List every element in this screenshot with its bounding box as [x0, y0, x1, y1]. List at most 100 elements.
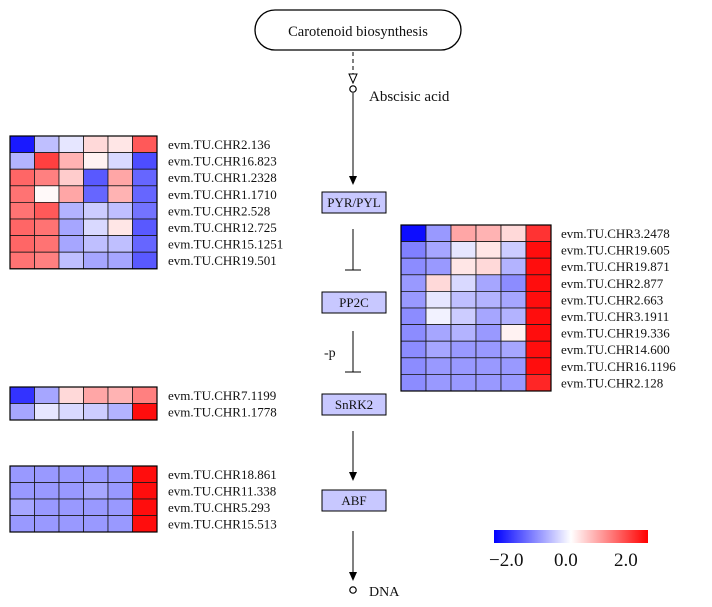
heatmap-cell [475, 224, 502, 243]
heatmap-cell [9, 403, 35, 421]
pyr-pyl-node [321, 191, 387, 214]
heatmap-cell [107, 465, 133, 483]
heatmap-cell [83, 235, 109, 253]
heatmap-cell [83, 152, 109, 170]
gene-label: evm.TU.CHR15.513 [168, 517, 277, 532]
heatmap-cell [475, 290, 502, 309]
heatmap-cell [9, 168, 35, 187]
heatmap-cell [400, 357, 427, 375]
heatmap-snrk2: evm.TU.CHR7.1199 evm.TU.CHR1.1778 [9, 386, 277, 421]
heatmap-cell [475, 340, 502, 359]
heatmap-cell [400, 340, 427, 359]
dna-label: DNA [369, 585, 400, 600]
heatmap-pp2c: evm.TU.CHR3.2478evm.TU.CHR19.605evm.TU.C… [400, 224, 676, 392]
heatmap-cell [525, 307, 552, 326]
heatmap-cell [132, 498, 158, 516]
heatmap-cell [83, 498, 109, 516]
heatmap-cell [500, 224, 527, 243]
heatmap-cell [83, 201, 109, 220]
heatmap-cell [475, 357, 502, 375]
gene-label: evm.TU.CHR2.136 [168, 137, 271, 152]
heatmap-cell [400, 274, 427, 292]
heatmap-border [400, 224, 552, 392]
pp2c-label: PP2C [339, 295, 369, 310]
open-arrowhead-icon [348, 73, 358, 85]
heatmap-cell [34, 482, 60, 500]
gene-label: evm.TU.CHR15.1251 [168, 237, 283, 252]
abf-label: ABF [341, 493, 366, 508]
heatmap-cell [450, 324, 477, 342]
heatmap-cell [450, 224, 477, 243]
heatmap-cell [58, 168, 84, 187]
heatmap-cell [425, 340, 452, 359]
heatmap-border [9, 386, 158, 421]
heatmap-cell [400, 257, 427, 276]
heatmap-cell [34, 251, 60, 270]
heatmap-cell [400, 224, 427, 243]
heatmap-cell [500, 307, 527, 326]
heatmap-cell [9, 152, 35, 170]
heatmap-cell [9, 135, 35, 154]
heatmap-cell [58, 218, 84, 237]
abscisic-acid-label: Abscisic acid [369, 89, 450, 105]
heatmap-cell [525, 324, 552, 342]
heatmap-cell [107, 201, 133, 220]
heatmap-cell [107, 218, 133, 237]
heatmap-cell [500, 274, 527, 292]
heatmap-cell [425, 224, 452, 243]
heatmap-pyr: evm.TU.CHR2.136 evm.TU.CHR16.823 evm.TU.CH… [9, 135, 283, 270]
heatmap-cell [400, 373, 427, 392]
heatmap-cell [107, 251, 133, 270]
heatmap-cell [9, 185, 35, 203]
gene-label: evm.TU.CHR7.1199 [168, 388, 276, 403]
heatmap-cell [450, 373, 477, 392]
heatmap-cell [450, 257, 477, 276]
pyr-pyl-label: PYR/PYL [327, 195, 381, 210]
gene-label: evm.TU.CHR2.663 [561, 292, 663, 307]
heatmap-cell [9, 235, 35, 253]
heatmap-cell [34, 185, 60, 203]
heatmap-cell [500, 257, 527, 276]
heatmap-cell [9, 201, 35, 220]
gene-label: evm.TU.CHR16.823 [168, 154, 277, 169]
gene-label: evm.TU.CHR11.338 [168, 484, 276, 499]
heatmap-cell [132, 152, 158, 170]
heatmap-cell [83, 168, 109, 187]
heatmap-cell [425, 241, 452, 259]
heatmap-cell [34, 386, 60, 404]
gene-label: evm.TU.CHR19.871 [561, 259, 670, 274]
heatmap-cell [500, 373, 527, 392]
heatmap-cell [9, 218, 35, 237]
gene-label: evm.TU.CHR1.1778 [168, 405, 277, 420]
heatmap-cell [425, 290, 452, 309]
heatmap-cell [525, 224, 552, 243]
heatmap-cell [58, 185, 84, 203]
heatmap-cell [58, 403, 84, 421]
snrk2-node [321, 393, 387, 416]
heatmap-cell [58, 251, 84, 270]
gene-label: evm.TU.CHR3.2478 [561, 226, 670, 241]
phosphorylation-label: -p [324, 346, 336, 361]
heatmap-cell [450, 357, 477, 375]
heatmap-cell [83, 386, 109, 404]
gene-label: evm.TU.CHR2.877 [561, 276, 664, 291]
heatmap-cell [83, 465, 109, 483]
heatmap-cell [34, 168, 60, 187]
heatmap-cell [58, 498, 84, 516]
heatmap-cell [83, 251, 109, 270]
heatmap-cell [34, 403, 60, 421]
heatmap-border [9, 465, 158, 533]
abscisic-acid-compound-icon [349, 85, 357, 93]
heatmap-cell [475, 257, 502, 276]
carotenoid-label: Carotenoid biosynthesis [288, 24, 428, 40]
heatmap-cell [58, 386, 84, 404]
heatmap-cell [500, 241, 527, 259]
heatmap-cell [132, 168, 158, 187]
heatmap-cell [450, 290, 477, 309]
gene-label: evm.TU.CHR16.1196 [561, 359, 676, 374]
heatmap-cell [83, 403, 109, 421]
dna-compound-icon [349, 586, 357, 594]
heatmap-cell [58, 515, 84, 533]
heatmap-cell [58, 482, 84, 500]
gene-label: evm.TU.CHR3.1911 [561, 309, 669, 324]
